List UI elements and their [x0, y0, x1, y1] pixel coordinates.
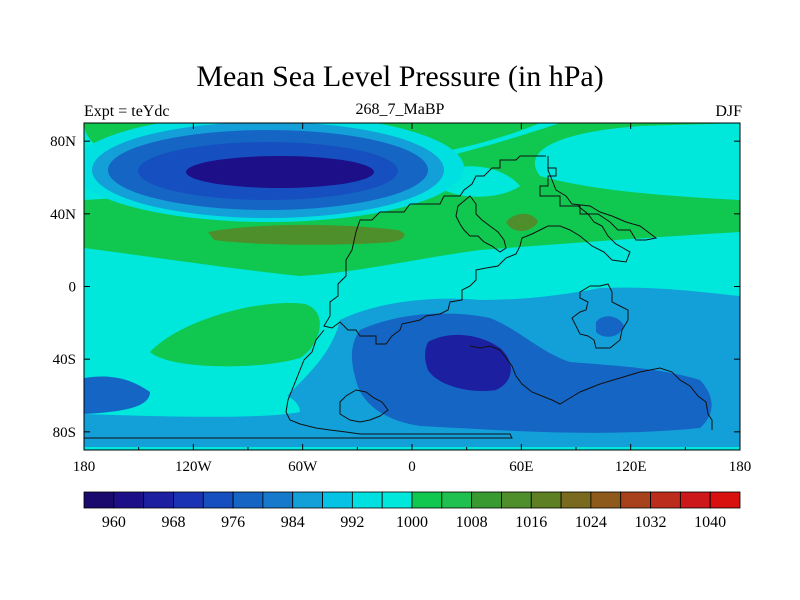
- x-tick-label: 120W: [175, 459, 213, 475]
- contour-asia-high-1016: [506, 213, 538, 231]
- colorbar: 960 968 976 984 992 1000 1008 1016 1024 1032 1040: [83, 491, 741, 531]
- contour-west-trough-984: [84, 376, 150, 414]
- colorbar-box: [501, 491, 532, 509]
- outline-north-landmass: [539, 156, 658, 241]
- colorbar-box: [679, 491, 711, 509]
- colorbar-box: [113, 491, 145, 509]
- colorbar-box: [530, 491, 562, 509]
- outline-pangea-south: [84, 329, 513, 439]
- x-tick-label: 120E: [615, 459, 647, 475]
- colorbar-label: 968: [161, 514, 185, 531]
- outline-north-east-rim: [455, 195, 507, 253]
- y-tick-label: 80S: [53, 425, 76, 441]
- contour-spac-high-1008: [150, 303, 320, 367]
- x-tick-label: 180: [73, 459, 96, 475]
- colorbar-box: [381, 491, 413, 509]
- outline-africa-south: [469, 345, 713, 430]
- y-axis: 80N 40N 0 40S 80S: [50, 134, 740, 441]
- colorbar-box: [650, 491, 681, 509]
- colorbar-box: [709, 491, 741, 509]
- colorbar-box: [83, 491, 115, 509]
- x-axis: 180 120W 60W 0 60E 120E 180: [73, 123, 752, 475]
- x-tick-label: 0: [408, 459, 416, 475]
- colorbar-label: 1008: [456, 514, 488, 531]
- y-tick-label: 40S: [53, 352, 76, 368]
- colorbar-box: [620, 491, 651, 509]
- y-tick-label: 0: [69, 280, 77, 296]
- x-tick-label: 60E: [509, 459, 533, 475]
- colorbar-label: 960: [102, 514, 126, 531]
- colorbar-box: [590, 491, 622, 509]
- colorbar-box: [292, 491, 323, 509]
- x-tick-label: 60W: [288, 459, 318, 475]
- colorbar-box: [143, 491, 174, 509]
- colorbar-label: 984: [281, 514, 305, 531]
- contour-south-low-976: [425, 334, 511, 392]
- outline-south-island: [339, 389, 389, 423]
- colorbar-label: 1040: [694, 514, 726, 531]
- contour-np-low-964: [186, 156, 374, 188]
- colorbar-label: 1024: [575, 514, 607, 531]
- colorbar-box: [232, 491, 264, 509]
- colorbar-box: [441, 491, 473, 509]
- colorbar-box: [411, 491, 443, 509]
- colorbar-box: [173, 491, 204, 509]
- contour-east-low-984: [596, 316, 624, 337]
- contour-subtropical-high-1016: [208, 224, 405, 245]
- colorbar-box: [202, 491, 234, 509]
- colorbar-box: [322, 491, 353, 509]
- experiment-label: Expt = teYdc: [84, 103, 170, 120]
- y-tick-label: 40N: [50, 207, 76, 223]
- pressure-contours: [84, 123, 740, 450]
- continent-outlines: [84, 155, 713, 439]
- season-label: DJF: [715, 103, 742, 120]
- colorbar-label: 1016: [515, 514, 547, 531]
- chart-title: Mean Sea Level Pressure (in hPa): [196, 60, 604, 93]
- colorbar-box: [471, 491, 502, 509]
- colorbar-label: 1000: [396, 514, 428, 531]
- colorbar-box: [351, 491, 383, 509]
- outline-pangea-north: [323, 155, 631, 345]
- colorbar-box: [262, 491, 294, 509]
- y-tick-label: 80N: [50, 134, 76, 150]
- run-label: 268_7_MaBP: [355, 101, 445, 118]
- x-tick-label: 180: [729, 459, 752, 475]
- colorbar-label: 992: [340, 514, 364, 531]
- colorbar-box: [560, 491, 592, 509]
- outline-island-east: [571, 283, 629, 349]
- colorbar-label: 1032: [635, 514, 667, 531]
- colorbar-label: 976: [221, 514, 245, 531]
